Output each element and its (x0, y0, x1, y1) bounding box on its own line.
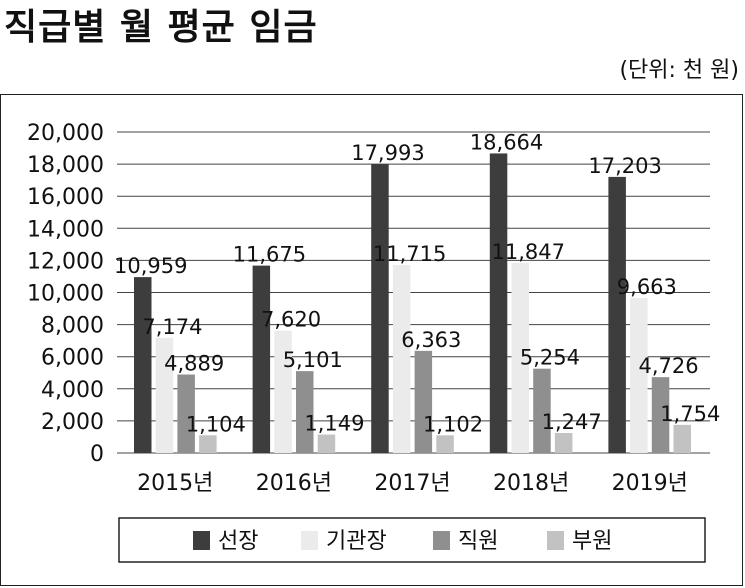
y-tick-label: 0 (90, 442, 104, 467)
bar (252, 265, 271, 453)
y-tick-label: 14,000 (27, 217, 104, 242)
y-tick-label: 18,000 (27, 153, 104, 178)
bar (296, 371, 314, 453)
legend-swatch (433, 531, 450, 550)
legend: 선장 기관장 직원 부원 (118, 517, 706, 563)
data-label: 1,102 (423, 412, 483, 436)
data-label: 1,754 (660, 402, 720, 426)
x-tick-label: 2015년 (137, 471, 213, 496)
y-tick-label: 2,000 (41, 410, 104, 435)
legend-swatch (193, 531, 210, 550)
y-tick-label: 10,000 (27, 282, 104, 307)
unit-label: (단위: 천 원) (619, 58, 739, 83)
x-axis: 2015년 2016년 2017년 2018년 2019년 (137, 471, 688, 496)
data-label: 10,959 (114, 254, 187, 278)
data-label: 11,847 (492, 240, 565, 264)
bar (274, 330, 292, 453)
bar (134, 277, 152, 453)
data-label: 7,620 (261, 308, 321, 332)
data-label: 17,203 (588, 154, 661, 178)
y-axis: 0 2,000 4,000 6,000 8,000 10,000 12,000 14,000 1… (27, 121, 104, 467)
bar (414, 350, 433, 453)
x-tick-label: 2019년 (612, 471, 688, 496)
y-tick-label: 16,000 (27, 185, 104, 210)
data-label: 7,174 (142, 315, 202, 339)
legend-label: 직원 (458, 529, 498, 554)
bar (511, 262, 529, 453)
data-label: 6,363 (401, 328, 461, 352)
bar (436, 435, 454, 453)
data-label: 11,675 (233, 243, 306, 267)
y-tick-label: 8,000 (41, 314, 104, 339)
legend-label: 부원 (572, 529, 612, 554)
data-label: 9,663 (617, 275, 677, 299)
legend-box (118, 517, 706, 563)
data-label: 1,149 (304, 412, 364, 436)
data-label: 18,664 (470, 130, 543, 154)
legend-swatch (547, 531, 564, 550)
data-label: 4,889 (164, 352, 224, 376)
bar (317, 434, 336, 453)
bar (199, 435, 217, 453)
bar (155, 337, 174, 453)
legend-swatch (301, 531, 318, 550)
data-label: 17,993 (351, 141, 424, 165)
chart-title: 직급별 월 평균 임금 (4, 6, 318, 48)
legend-label: 선장 (218, 529, 258, 554)
legend-label: 기관장 (326, 529, 387, 554)
bar (673, 424, 691, 453)
data-label: 5,101 (283, 348, 343, 372)
bars (134, 153, 691, 454)
data-label: 1,104 (186, 412, 246, 436)
x-tick-label: 2018년 (493, 471, 569, 496)
y-tick-label: 4,000 (41, 378, 104, 403)
bar (554, 432, 573, 453)
bar (489, 153, 508, 453)
data-labels: 10,959 7,174 4,889 1,104 11,675 7,620 5,101 1,1… (114, 130, 720, 436)
bar (533, 368, 551, 453)
data-label: 1,247 (542, 410, 602, 434)
bar (177, 374, 195, 453)
y-tick-label: 12,000 (27, 249, 104, 274)
bar (392, 264, 411, 453)
data-label: 11,715 (373, 242, 446, 266)
data-label: 5,254 (520, 346, 580, 370)
x-tick-label: 2016년 (256, 471, 332, 496)
data-label: 4,726 (638, 354, 698, 378)
chart-frame (0, 94, 743, 586)
bar (651, 377, 670, 453)
y-tick-label: 20,000 (27, 121, 104, 146)
bar (608, 176, 626, 453)
bar (630, 297, 648, 453)
y-tick-label: 6,000 (41, 346, 104, 371)
x-tick-label: 2017년 (374, 471, 450, 496)
bar (371, 164, 389, 454)
